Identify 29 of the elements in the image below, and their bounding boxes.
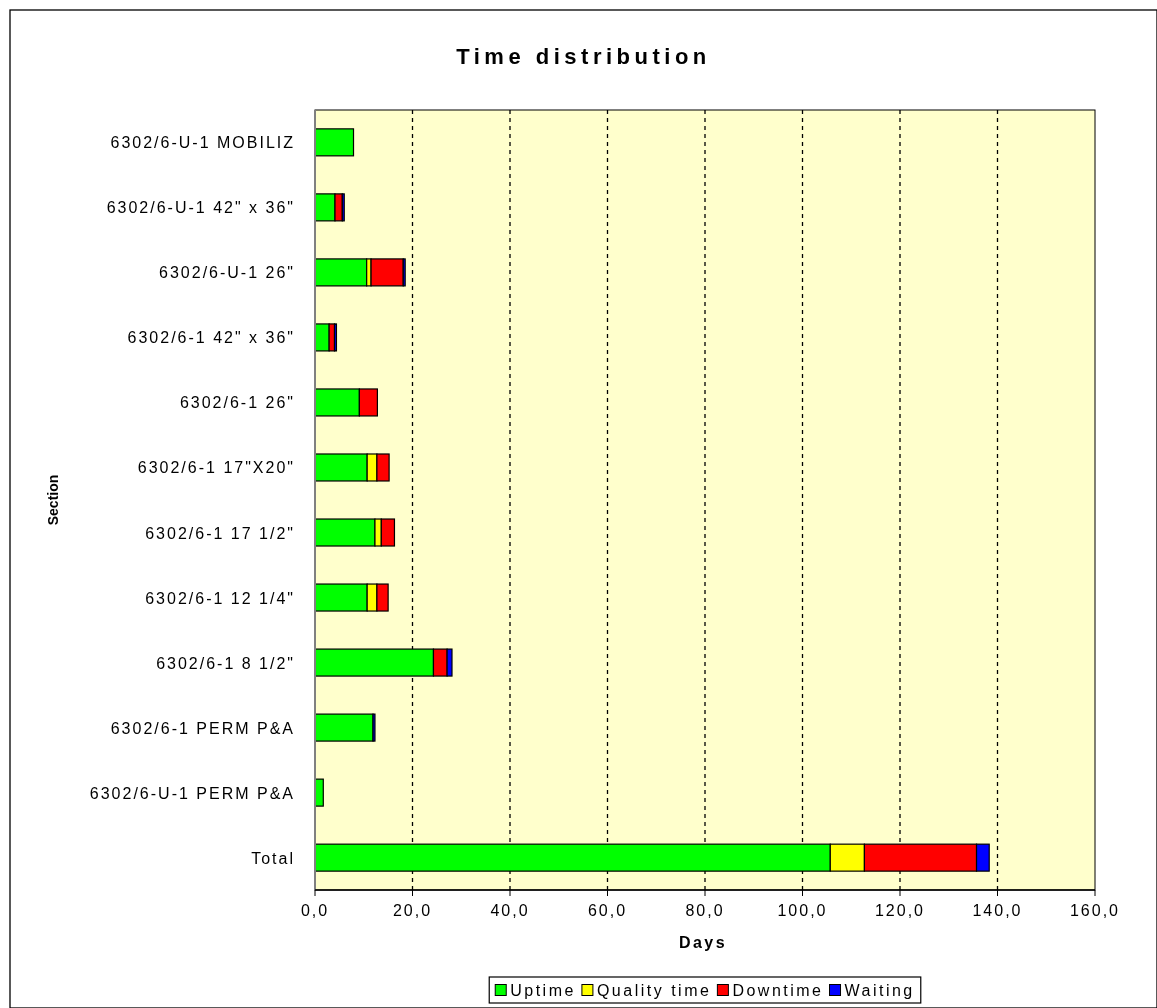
x-tick-label: 120,0 — [874, 902, 926, 919]
legend-label: Quality time — [596, 982, 712, 999]
legend-label: Uptime — [510, 982, 576, 999]
y-tick-label: 6302/6-U-1 26" — [159, 264, 295, 282]
x-axis-title: Days — [678, 934, 728, 951]
legend-label: Downtime — [732, 982, 824, 999]
x-tick-label: 0,0 — [300, 902, 330, 919]
y-tick-label: 6302/6-1 26" — [179, 394, 296, 412]
x-tick-label: 20,0 — [392, 902, 433, 919]
y-tick-label: 6302/6-1 12 1/4" — [145, 589, 296, 607]
chart-title: Time distribution — [456, 44, 711, 69]
x-tick-label: 140,0 — [972, 902, 1023, 919]
y-tick-label: Total — [251, 849, 295, 867]
legend-label: Waiting — [844, 982, 915, 999]
y-tick-label: 6302/6-U-1 PERM P&A — [89, 784, 296, 802]
bar — [370, 258, 404, 287]
y-tick-label: 6302/6-1 PERM P&A — [110, 719, 295, 737]
x-tick-label: 160,0 — [1069, 902, 1121, 919]
y-tick-label: 6302/6-U-1 42" x 36" — [106, 199, 296, 217]
y-tick-label: 6302/6-1 17 1/2" — [145, 524, 296, 542]
x-tick-label: 40,0 — [490, 902, 530, 919]
y-tick-label: 6302/6-1 42" x 36" — [127, 329, 295, 347]
y-tick-label: 6302/6-1 8 1/2" — [156, 654, 295, 672]
x-tick-label: 80,0 — [685, 902, 725, 919]
y-tick-label: 6302/6-1 17"X20" — [137, 459, 295, 477]
x-tick-label: 60,0 — [587, 902, 628, 919]
y-tick-label: 6302/6-U-1 MOBILIZ — [110, 134, 295, 152]
y-axis-title: Section — [45, 474, 61, 526]
x-tick-label: 100,0 — [777, 902, 828, 919]
